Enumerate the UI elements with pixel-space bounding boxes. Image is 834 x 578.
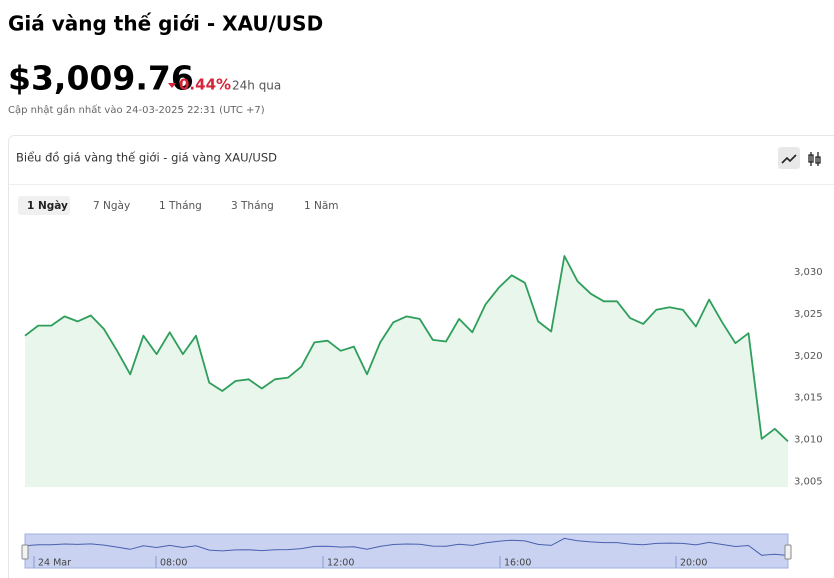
page-title: Giá vàng thế giới - XAU/USD: [8, 12, 323, 36]
navigator-label: 20:00: [680, 558, 707, 569]
navigator-line: [24, 537, 789, 556]
navigator-handle[interactable]: [784, 544, 792, 560]
change: 0.44%: [179, 76, 231, 94]
navigator[interactable]: [24, 533, 789, 569]
tab[interactable]: 1 Ngày: [27, 200, 68, 212]
card-title: Biểu đồ giá vàng thế giới - giá vàng XAU…: [16, 151, 277, 165]
change-period: 24h qua: [232, 79, 281, 93]
tab[interactable]: 1 Năm: [304, 200, 339, 212]
navigator-label: 08:00: [160, 558, 187, 569]
y-tick-label: 3,020: [794, 351, 823, 362]
price-line: [24, 255, 789, 443]
navigator-label: 16:00: [504, 558, 531, 569]
updated: Cập nhật gần nhất vào 24-03-2025 22:31 (…: [8, 104, 265, 116]
line-mode-button[interactable]: [778, 147, 800, 169]
price: $3,009.76: [8, 59, 194, 98]
navigator-label: 24 Mar: [38, 558, 71, 569]
tab[interactable]: 7 Ngày: [93, 200, 130, 212]
navigator-handle[interactable]: [21, 544, 29, 560]
down-arrow: [168, 83, 176, 88]
y-tick-label: 3,030: [794, 267, 823, 278]
y-tick-label: 3,025: [794, 309, 823, 320]
line-icon: [781, 154, 797, 164]
tab[interactable]: 1 Tháng: [159, 200, 202, 212]
y-tick-label: 3,010: [794, 435, 823, 446]
navigator-label: 12:00: [327, 558, 354, 569]
candle-mode-button[interactable]: [808, 152, 821, 166]
tab[interactable]: 3 Tháng: [231, 200, 274, 212]
tab-selected-bg: [18, 196, 70, 215]
y-tick-label: 3,015: [794, 393, 823, 404]
y-tick-label: 3,005: [794, 477, 823, 488]
area: [25, 256, 788, 487]
